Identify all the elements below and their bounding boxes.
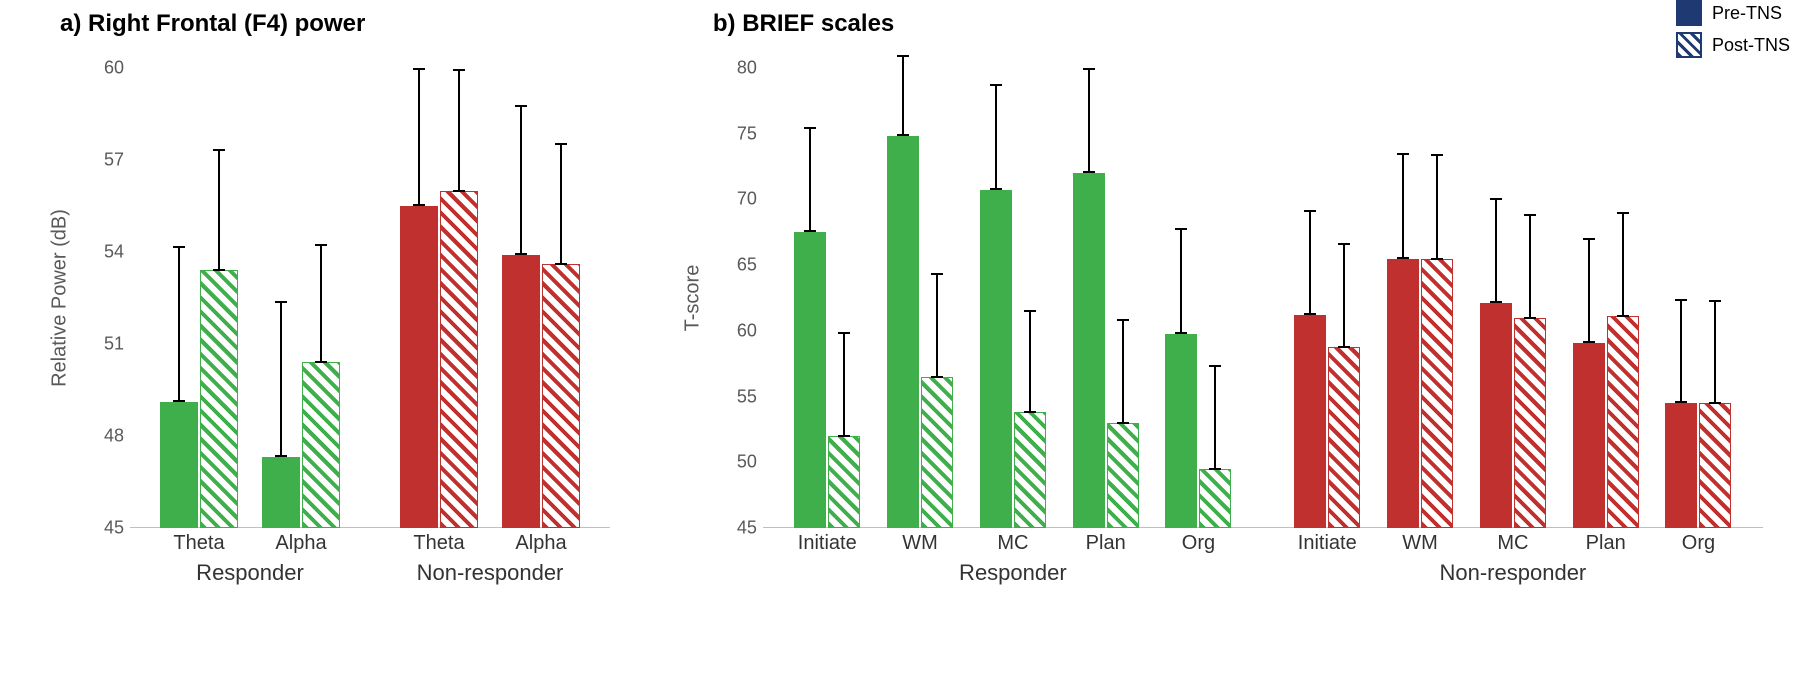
error-bar — [178, 246, 180, 402]
y-tick: 51 — [104, 334, 130, 355]
error-bar — [1622, 212, 1624, 317]
error-bar — [1714, 300, 1716, 404]
error-bar — [1436, 154, 1438, 259]
y-tick: 65 — [737, 255, 763, 276]
x-tick: Alpha — [515, 532, 566, 555]
group-label: Non-responder — [417, 560, 564, 586]
panel-b: b) BRIEF scales T-score InitiateWMMCPlan… — [673, 10, 1780, 528]
y-tick: 80 — [737, 58, 763, 79]
bar — [160, 402, 198, 528]
x-tick: Org — [1682, 532, 1715, 555]
bar — [502, 255, 540, 528]
error-bar — [936, 273, 938, 378]
x-tick: Theta — [173, 532, 224, 555]
bar — [400, 206, 438, 528]
bar — [262, 457, 300, 528]
panel-b-ylabel: T-score — [681, 265, 704, 332]
error-bar — [1088, 68, 1090, 173]
panel-a: a) Right Frontal (F4) power Relative Pow… — [20, 10, 633, 528]
bar — [1665, 403, 1697, 528]
bar — [200, 270, 238, 528]
x-tick: Theta — [413, 532, 464, 555]
bar — [1165, 334, 1197, 529]
x-tick: Plan — [1586, 532, 1626, 555]
group-label: Non-responder — [1440, 560, 1587, 586]
error-bar — [1680, 299, 1682, 403]
panel-b-plot: T-score InitiateWMMCPlanOrgResponderInit… — [763, 68, 1763, 528]
error-bar — [458, 69, 460, 192]
bar — [440, 191, 478, 528]
error-bar — [809, 127, 811, 232]
bar — [302, 362, 340, 528]
error-bar — [280, 301, 282, 457]
bar — [1607, 316, 1639, 528]
bar — [1328, 347, 1360, 528]
x-tick: MC — [1497, 532, 1528, 555]
y-tick: 45 — [104, 518, 130, 539]
x-tick: WM — [902, 532, 938, 555]
group-label: Responder — [959, 560, 1067, 586]
error-bar — [1214, 365, 1216, 470]
bar — [1480, 303, 1512, 528]
y-tick: 70 — [737, 189, 763, 210]
error-bar — [1122, 319, 1124, 424]
error-bar — [218, 149, 220, 272]
y-tick: 60 — [737, 320, 763, 341]
bar — [1387, 259, 1419, 528]
error-bar — [1309, 210, 1311, 315]
error-bar — [520, 105, 522, 255]
error-bar — [1529, 214, 1531, 319]
error-bar — [1495, 198, 1497, 303]
y-tick: 50 — [737, 452, 763, 473]
x-tick: Plan — [1086, 532, 1126, 555]
y-tick: 54 — [104, 242, 130, 263]
x-tick: Initiate — [798, 532, 857, 555]
error-bar — [1029, 310, 1031, 414]
panel-b-title: b) BRIEF scales — [713, 10, 1780, 38]
y-tick: 55 — [737, 386, 763, 407]
error-bar — [995, 84, 997, 190]
bar — [542, 264, 580, 528]
panel-a-title: a) Right Frontal (F4) power — [60, 10, 633, 38]
error-bar — [320, 244, 322, 364]
y-tick: 45 — [737, 518, 763, 539]
error-bar — [1180, 228, 1182, 333]
error-bar — [1343, 243, 1345, 348]
error-bar — [1588, 238, 1590, 343]
bar — [1294, 315, 1326, 528]
bar — [921, 377, 953, 528]
bar — [887, 136, 919, 528]
y-tick: 57 — [104, 150, 130, 171]
bar — [1573, 343, 1605, 528]
bar — [1421, 259, 1453, 528]
x-tick: Org — [1182, 532, 1215, 555]
error-bar — [560, 143, 562, 266]
x-tick: WM — [1402, 532, 1438, 555]
bar — [980, 190, 1012, 528]
panel-a-ylabel: Relative Power (dB) — [49, 209, 72, 387]
y-tick: 60 — [104, 58, 130, 79]
bar — [1107, 423, 1139, 528]
bar — [1073, 173, 1105, 528]
error-bar — [902, 55, 904, 136]
bar — [1514, 318, 1546, 528]
x-tick: MC — [997, 532, 1028, 555]
panel-a-plot: Relative Power (dB) ThetaAlphaResponderT… — [130, 68, 610, 528]
y-tick: 75 — [737, 123, 763, 144]
bar — [828, 436, 860, 528]
bar — [1699, 403, 1731, 528]
error-bar — [1402, 153, 1404, 258]
x-tick: Alpha — [275, 532, 326, 555]
bar — [1014, 412, 1046, 528]
group-label: Responder — [196, 560, 304, 586]
y-tick: 48 — [104, 426, 130, 447]
error-bar — [843, 332, 845, 437]
error-bar — [418, 68, 420, 206]
bar — [1199, 469, 1231, 528]
x-tick: Initiate — [1298, 532, 1357, 555]
bar — [794, 232, 826, 528]
